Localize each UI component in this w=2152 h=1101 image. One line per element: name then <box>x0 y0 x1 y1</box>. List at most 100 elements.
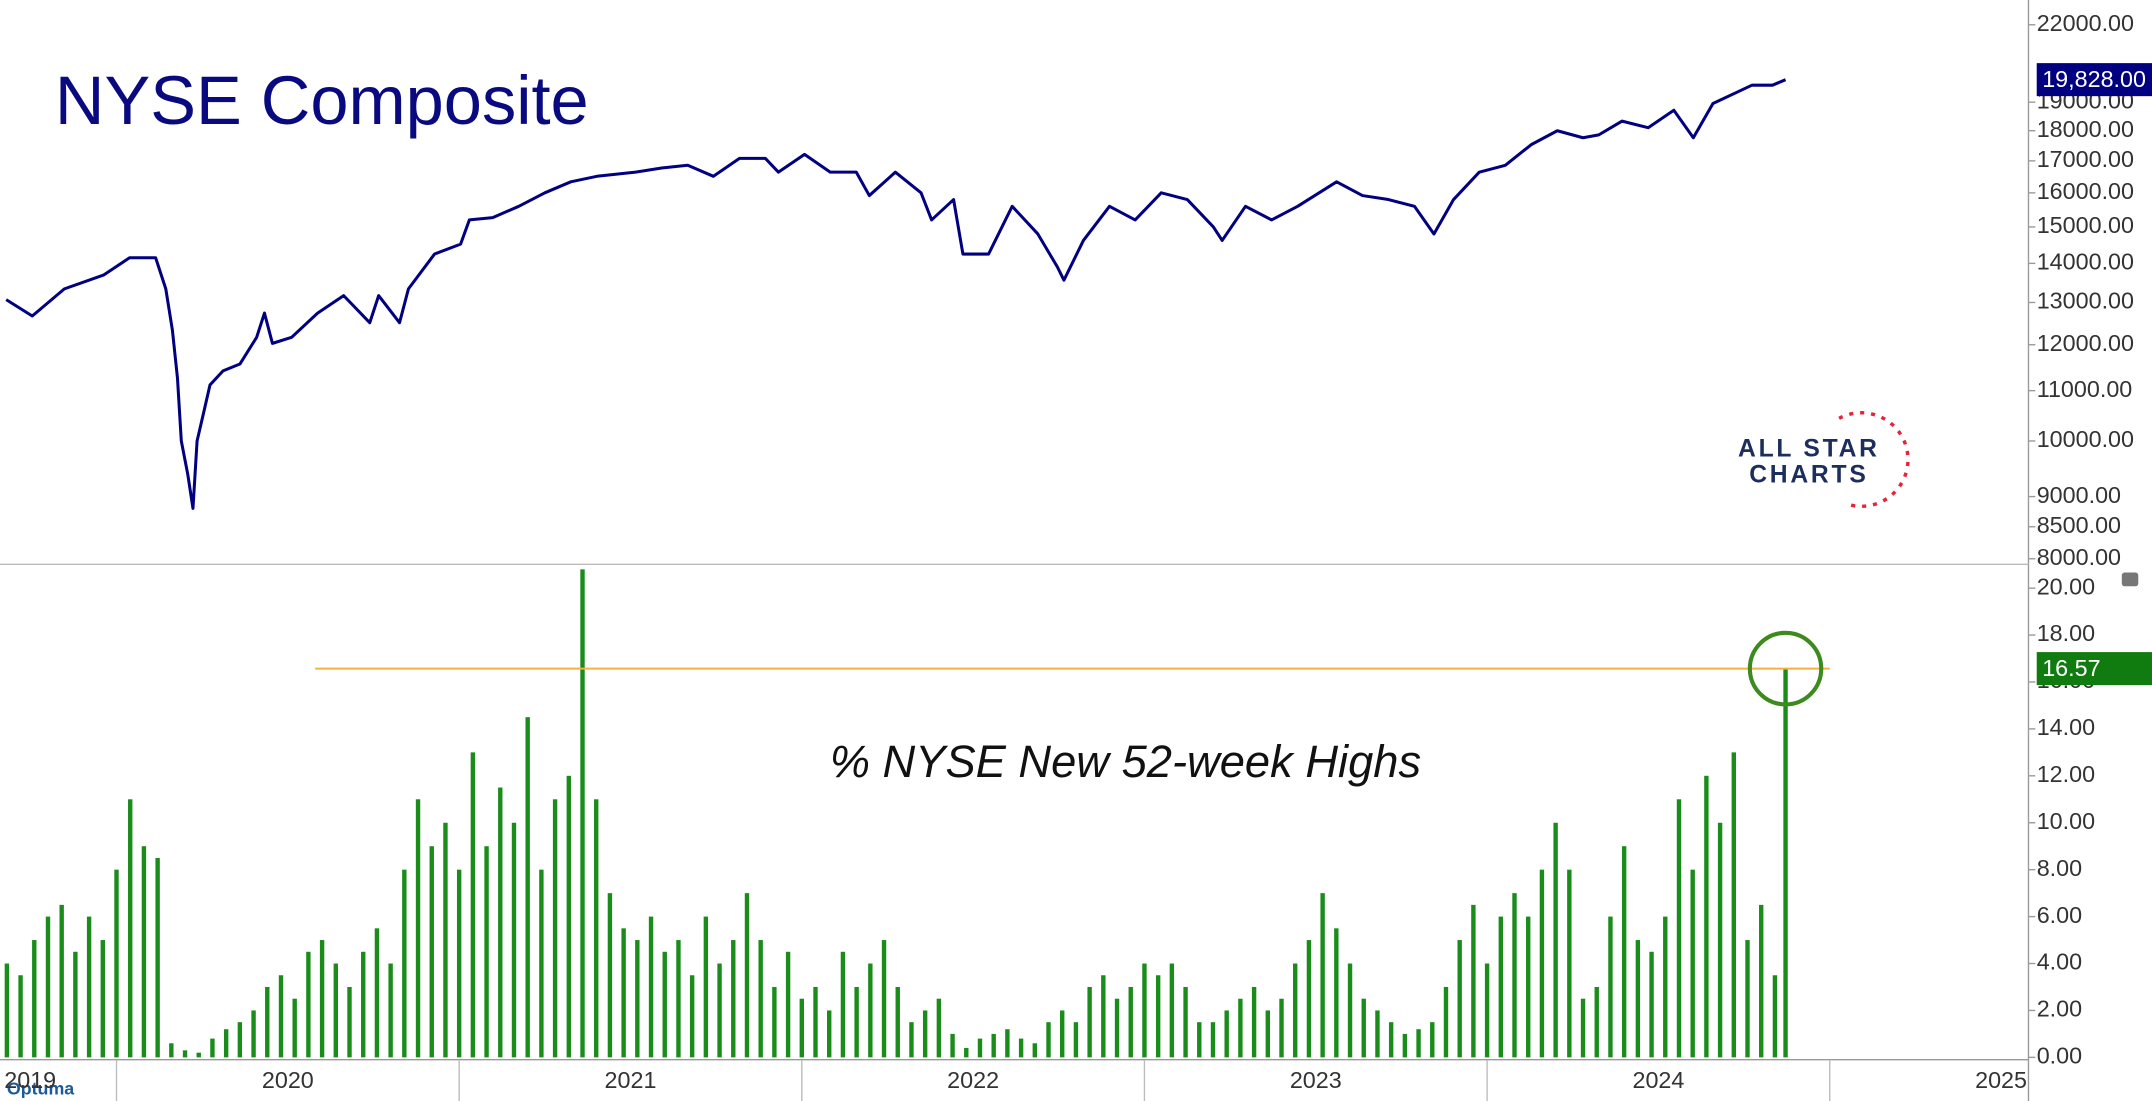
bar <box>1375 1010 1380 1058</box>
y-tick-label: 13000.00 <box>2037 288 2134 314</box>
y-tick-label: 12.00 <box>2037 761 2095 787</box>
bar <box>429 846 434 1058</box>
y-tick-label: 18000.00 <box>2037 116 2134 142</box>
bar <box>717 963 722 1058</box>
panel-title: % NYSE New 52-week Highs <box>830 736 1421 787</box>
x-tick-label: 2020 <box>262 1067 314 1093</box>
y-tick-label: 8500.00 <box>2037 512 2121 538</box>
bar <box>196 1052 201 1058</box>
bar <box>1745 940 1750 1058</box>
x-tick-label: 2025 <box>1975 1067 2027 1093</box>
bar <box>1717 822 1723 1058</box>
bar <box>1101 975 1106 1058</box>
bar <box>1580 998 1586 1058</box>
bar <box>1553 822 1558 1058</box>
bar <box>374 928 380 1058</box>
bar <box>114 869 119 1058</box>
value-badge-label: 16.57 <box>2042 655 2100 681</box>
bar <box>1608 916 1613 1058</box>
bar <box>128 799 133 1058</box>
bar <box>237 1022 243 1058</box>
bar <box>689 975 695 1058</box>
bar <box>1224 1010 1229 1058</box>
bar <box>1142 963 1147 1058</box>
value-badge <box>2036 652 2152 686</box>
y-tick-label: 15000.00 <box>2037 212 2134 238</box>
bar <box>1197 1022 1202 1058</box>
bar <box>854 986 859 1058</box>
bar <box>881 940 887 1058</box>
bar <box>648 916 654 1058</box>
bar <box>799 998 804 1058</box>
bar <box>388 963 393 1058</box>
x-tick-label: 2023 <box>1290 1067 1342 1093</box>
value-badge-label: 19,828.00 <box>2042 66 2146 92</box>
bar <box>1457 940 1462 1058</box>
bar <box>73 951 78 1058</box>
bar <box>1690 869 1695 1058</box>
bar <box>635 940 640 1058</box>
bar <box>676 940 681 1058</box>
bar <box>141 846 147 1058</box>
bar <box>169 1043 174 1058</box>
y-tick-label: 6.00 <box>2037 902 2082 928</box>
bar <box>1526 916 1531 1058</box>
price-line <box>5 78 1787 510</box>
footer-brand: Optuma <box>7 1079 75 1099</box>
y-tick-label: 18.00 <box>2037 620 2095 646</box>
bar <box>402 869 407 1058</box>
y-tick-label: 8000.00 <box>2037 544 2121 570</box>
bar <box>1265 1010 1270 1058</box>
bar <box>758 940 763 1058</box>
bar <box>731 940 736 1058</box>
bar <box>1416 1029 1421 1058</box>
bar <box>1783 668 1788 1058</box>
bar <box>991 1033 996 1058</box>
bar <box>292 998 297 1058</box>
lock-icon <box>2121 572 2139 587</box>
bar <box>498 787 503 1058</box>
bar <box>1114 998 1120 1058</box>
bar <box>100 940 105 1058</box>
chart-title: NYSE Composite <box>55 62 589 139</box>
bar <box>950 1033 955 1058</box>
bar <box>1251 986 1257 1058</box>
bar <box>1594 986 1599 1058</box>
bar <box>1018 1038 1024 1058</box>
bar <box>1772 975 1778 1058</box>
x-tick-label: 2022 <box>947 1067 999 1093</box>
y-tick-label: 22000.00 <box>2037 10 2134 36</box>
x-tick-label: 2024 <box>1632 1067 1684 1093</box>
bar <box>1731 752 1736 1058</box>
bar <box>210 1038 215 1058</box>
bar <box>415 799 421 1058</box>
bar <box>223 1029 229 1058</box>
bar <box>827 1010 832 1058</box>
bar <box>813 986 818 1058</box>
highlight-circle <box>1747 630 1824 707</box>
bar <box>278 975 284 1058</box>
bar <box>964 1047 969 1058</box>
bar <box>45 916 51 1058</box>
bar <box>895 986 900 1058</box>
bar <box>1306 940 1312 1058</box>
bar <box>1060 1010 1065 1058</box>
bar <box>1512 893 1517 1058</box>
bar <box>1032 1043 1037 1058</box>
bar <box>840 951 846 1058</box>
bar <box>552 799 558 1058</box>
y-tick-label: 14.00 <box>2037 714 2095 740</box>
y-tick-label: 14000.00 <box>2037 249 2134 275</box>
bar <box>1347 963 1353 1058</box>
bar <box>1402 1033 1408 1058</box>
x-tick-label: 2021 <box>605 1067 657 1093</box>
y-tick-label: 10000.00 <box>2037 426 2134 452</box>
bar <box>785 951 791 1058</box>
bar <box>868 963 873 1058</box>
logo-stars <box>1838 411 1910 509</box>
bar <box>1663 916 1668 1058</box>
y-tick-label: 8.00 <box>2037 855 2082 881</box>
y-tick-label: 0.00 <box>2037 1043 2082 1069</box>
bar <box>1005 1029 1010 1058</box>
bar <box>1704 775 1709 1058</box>
